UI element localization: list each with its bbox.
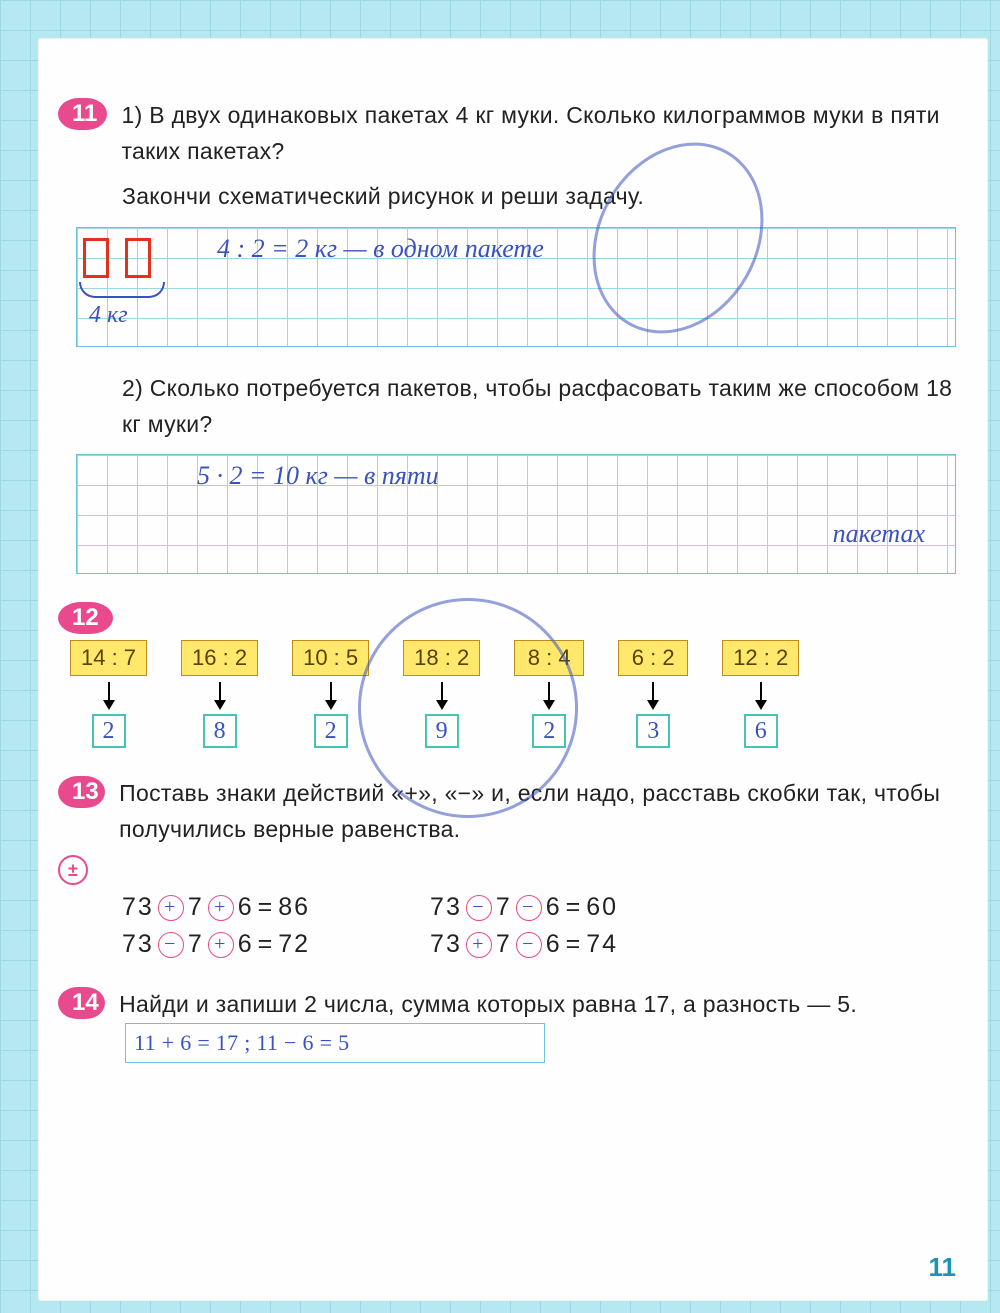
division-column: 14 : 7 2 [70, 640, 147, 748]
answer-line: 11 + 6 = 17 ; 11 − 6 = 5 [125, 1023, 545, 1063]
diagram-box [83, 238, 109, 278]
problem-13-text: Поставь знаки действий «+», «−» и, если … [119, 776, 958, 847]
op-circle: − [158, 932, 184, 958]
op-circle: − [516, 932, 542, 958]
diagram-box [125, 238, 151, 278]
division-column: 16 : 2 8 [181, 640, 258, 748]
equation: 73 − 7 + 6 = 72 [122, 930, 310, 959]
problem-11-part1: 1) В двух одинаковых пакетах 4 кг муки. … [121, 98, 958, 169]
problem-14-text: Найди и запиши 2 числа, сумма которых ра… [119, 987, 958, 1063]
handwritten-work: пакетах [833, 519, 925, 549]
expression-box: 8 : 4 [514, 640, 584, 676]
problem-number-badge: 11 [58, 98, 107, 130]
op-circle: + [466, 932, 492, 958]
division-column: 10 : 5 2 [292, 640, 369, 748]
problem-number-badge: 13 [58, 776, 105, 808]
op-circle: + [158, 895, 184, 921]
arrow-down-icon [330, 682, 332, 708]
arrow-down-icon [441, 682, 443, 708]
op-circle: − [466, 895, 492, 921]
arrow-down-icon [760, 682, 762, 708]
brace-icon [79, 282, 165, 298]
answer-box: 2 [532, 714, 566, 748]
work-grid-1: 4 кг 4 : 2 = 2 кг — в одном пакете [76, 227, 956, 347]
expression-box: 14 : 7 [70, 640, 147, 676]
work-grid-2: 5 · 2 = 10 кг — в пяти пакетах [76, 454, 956, 574]
equation: 73 + 7 + 6 = 86 [122, 893, 310, 922]
handwritten-work: 4 : 2 = 2 кг — в одном пакете [217, 234, 544, 264]
division-column: 8 : 4 2 [514, 640, 584, 748]
problem-13: 13 Поставь знаки действий «+», «−» и, ес… [58, 776, 958, 959]
workbook-page: 11 1) В двух одинаковых пакетах 4 кг мук… [38, 38, 988, 1301]
brace-label: 4 кг [89, 302, 128, 329]
part-label: 2) [122, 375, 143, 401]
op-circle: + [208, 895, 234, 921]
problem-14: 14 Найди и запиши 2 числа, сумма которых… [58, 987, 958, 1063]
op-circle: + [208, 932, 234, 958]
part-label: 1) [121, 102, 142, 128]
answer-box: 2 [314, 714, 348, 748]
problem-12: 12 14 : 7 2 16 : 2 8 10 : 5 2 18 : 2 9 8 : 4 2 6 :… [58, 602, 958, 748]
answer-box: 9 [425, 714, 459, 748]
problem-11-instruction: Закончи схематический рисунок и реши зад… [122, 179, 958, 215]
handwritten-work: 5 · 2 = 10 кг — в пяти [197, 461, 439, 491]
arrow-down-icon [219, 682, 221, 708]
arrow-down-icon [108, 682, 110, 708]
answer-box: 2 [92, 714, 126, 748]
division-column: 18 : 2 9 [403, 640, 480, 748]
part-text: Сколько потребуется пакетов, чтобы расфа… [122, 375, 952, 437]
plus-minus-icon: ± [58, 855, 88, 885]
expression-box: 16 : 2 [181, 640, 258, 676]
arrow-down-icon [548, 682, 550, 708]
op-circle: − [516, 895, 542, 921]
expression-box: 18 : 2 [403, 640, 480, 676]
answer-box: 3 [636, 714, 670, 748]
answer-box: 8 [203, 714, 237, 748]
page-number: 11 [929, 1252, 957, 1283]
answer-box: 6 [744, 714, 778, 748]
equation: 73 + 7 − 6 = 74 [430, 930, 618, 959]
expression-box: 10 : 5 [292, 640, 369, 676]
problem-number-badge: 12 [58, 602, 113, 634]
division-column: 12 : 2 6 [722, 640, 799, 748]
expression-box: 12 : 2 [722, 640, 799, 676]
problem-11-part2: 2) Сколько потребуется пакетов, чтобы ра… [122, 371, 958, 442]
part-text: В двух одинаковых пакетах 4 кг муки. Ско… [121, 102, 939, 164]
problem-number-badge: 14 [58, 987, 105, 1019]
expression-box: 6 : 2 [618, 640, 688, 676]
problem-11: 11 1) В двух одинаковых пакетах 4 кг мук… [58, 98, 958, 574]
division-column: 6 : 2 3 [618, 640, 688, 748]
equation: 73 − 7 − 6 = 60 [430, 893, 618, 922]
arrow-down-icon [652, 682, 654, 708]
